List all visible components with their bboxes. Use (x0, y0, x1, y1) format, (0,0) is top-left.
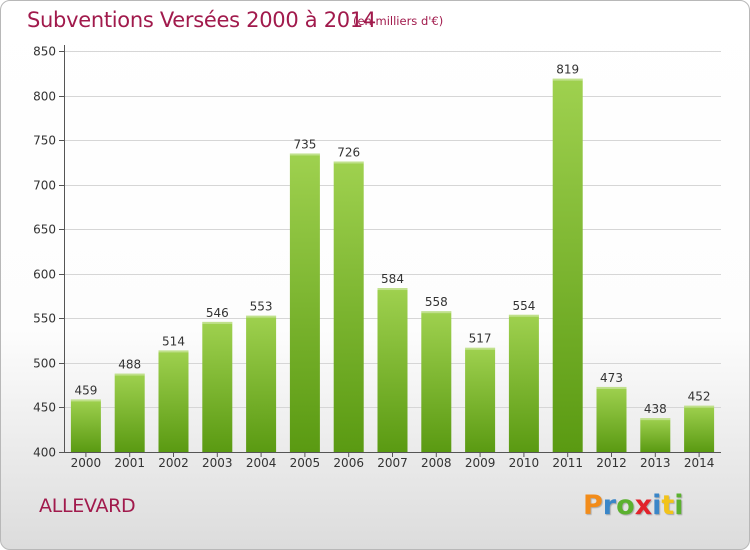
value-label-2003: 546 (206, 306, 229, 320)
proxiti-logo[interactable]: Proxiti (583, 490, 684, 521)
y-tick-labels: 400 450 500 550 600 650 700 750 800 850 (33, 45, 56, 460)
bar-highlight (596, 386, 627, 389)
bar-highlight (552, 78, 583, 81)
y-tick-label: 800 (33, 90, 56, 104)
logo-letter: x (634, 490, 653, 521)
logo-letter: i (652, 490, 662, 521)
x-tick-label-2014: 2014 (684, 456, 715, 470)
bar-2009 (465, 347, 496, 452)
value-label-2007: 584 (381, 272, 404, 286)
bar-highlight (289, 153, 320, 156)
x-tick-label-2007: 2007 (377, 456, 408, 470)
bar-2012 (596, 386, 627, 452)
bar-2001 (114, 373, 145, 452)
bar-highlight (508, 314, 539, 317)
value-label-2013: 438 (644, 402, 667, 416)
x-tick-label-2009: 2009 (465, 456, 496, 470)
value-label-2006: 726 (337, 145, 360, 159)
x-tick-label-2002: 2002 (158, 456, 189, 470)
y-tick-label: 400 (33, 446, 56, 460)
logo-letter: o (616, 490, 635, 521)
bar-2006 (333, 161, 364, 452)
bar-highlight (246, 315, 277, 318)
x-tick-label-2006: 2006 (333, 456, 364, 470)
logo-letter: i (674, 490, 684, 521)
y-tick-label: 850 (33, 45, 56, 59)
bar-highlight (377, 288, 408, 291)
x-tick-label-2004: 2004 (246, 456, 277, 470)
value-label-2005: 735 (293, 137, 316, 151)
x-tick-label-2000: 2000 (71, 456, 102, 470)
bar-2003 (202, 321, 233, 452)
y-tick-label: 650 (33, 223, 56, 237)
x-tick-label-2005: 2005 (290, 456, 321, 470)
value-label-2011: 819 (556, 63, 579, 77)
logo-letter: P (583, 490, 603, 521)
bar-highlight (640, 418, 671, 421)
value-label-2010: 554 (512, 299, 535, 313)
value-label-2014: 452 (688, 390, 711, 404)
y-tick-label: 500 (33, 357, 56, 371)
y-tick-label: 450 (33, 401, 56, 415)
value-label-2001: 488 (118, 358, 141, 372)
x-tick-label-2013: 2013 (640, 456, 671, 470)
x-tick-labels: 2000 2001 2002 2003 2004 2005 2006 2007 2008 2009… (71, 456, 715, 470)
x-tick-label-2011: 2011 (552, 456, 583, 470)
bar-2004 (246, 315, 277, 452)
bar-2008 (421, 311, 452, 452)
value-label-2009: 517 (469, 332, 492, 346)
bar-highlight (158, 350, 189, 353)
bar-highlight (333, 161, 364, 164)
value-label-2008: 558 (425, 295, 448, 309)
bar-highlight (465, 347, 496, 350)
bar-highlight (421, 311, 452, 314)
value-label-2002: 514 (162, 334, 185, 348)
x-tick-label-2001: 2001 (114, 456, 145, 470)
x-tick-label-2008: 2008 (421, 456, 452, 470)
x-tick-label-2003: 2003 (202, 456, 233, 470)
bar-2000 (70, 399, 101, 452)
y-tick-label: 700 (33, 179, 56, 193)
x-tick-label-2010: 2010 (509, 456, 540, 470)
logo-letter: t (661, 490, 675, 521)
bar-2002 (158, 350, 189, 452)
y-tick-label: 600 (33, 268, 56, 282)
value-label-2000: 459 (74, 383, 97, 397)
value-label-2004: 553 (250, 300, 273, 314)
chart-title: Subventions Versées 2000 à 2014 (27, 8, 376, 32)
value-label-2012: 473 (600, 371, 623, 385)
bar-2011 (552, 78, 583, 452)
logo-letter: r (602, 490, 617, 521)
bar-highlight (114, 373, 145, 376)
chart-subtitle: (en milliers d'€) (353, 14, 444, 28)
y-tick-label: 550 (33, 312, 56, 326)
bar-2014 (684, 405, 715, 452)
y-tick-label: 750 (33, 134, 56, 148)
bar-highlight (684, 405, 715, 408)
bars (70, 78, 715, 452)
bar-2010 (508, 314, 539, 452)
commune-name: ALLEVARD (39, 495, 136, 517)
bar-2005 (289, 153, 320, 452)
bar-2007 (377, 288, 408, 452)
bar-highlight (202, 321, 233, 324)
x-tick-label-2012: 2012 (596, 456, 627, 470)
bar-2013 (640, 418, 671, 452)
axes (59, 45, 721, 457)
bar-highlight (70, 399, 101, 402)
value-labels: 459 488 514 546 553 735 726 584 558 517 554 819 473 4… (74, 63, 710, 417)
